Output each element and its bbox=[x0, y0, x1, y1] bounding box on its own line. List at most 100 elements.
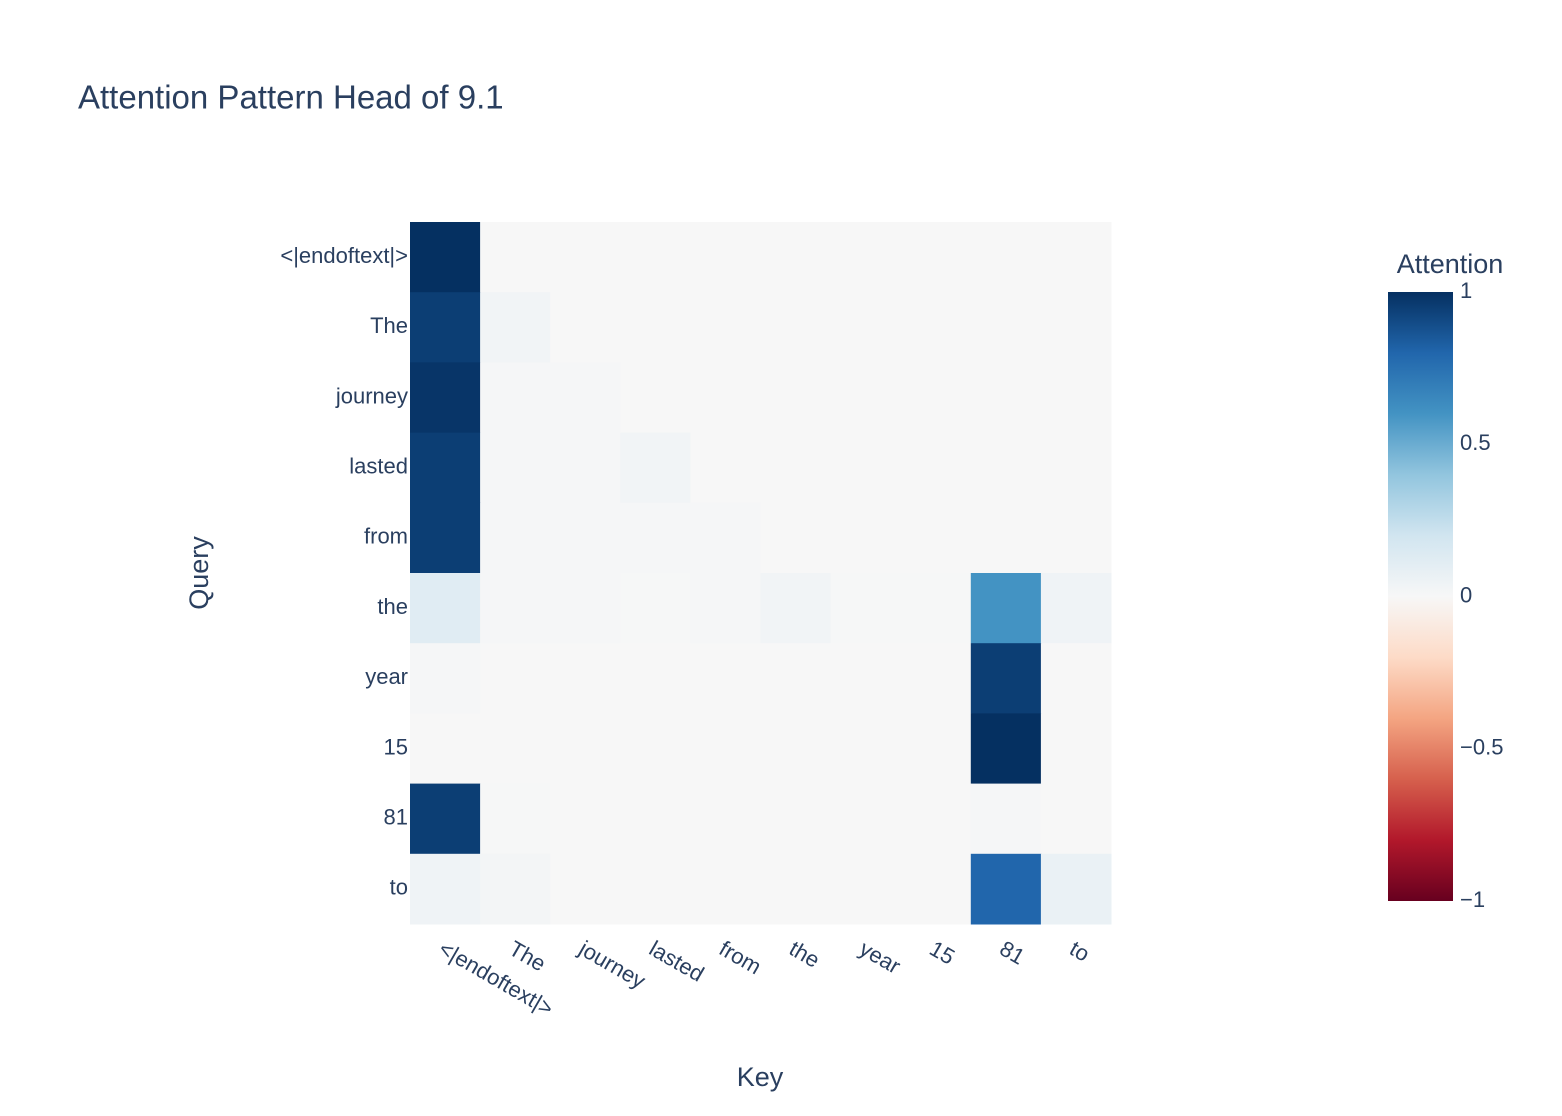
heatmap-cell bbox=[410, 783, 481, 855]
heatmap-cell bbox=[1040, 643, 1112, 714]
heatmap-cell bbox=[760, 502, 832, 574]
heatmap-cell bbox=[550, 643, 621, 714]
heatmap-cell bbox=[830, 783, 902, 855]
heatmap-cell bbox=[690, 643, 761, 714]
heatmap-cell bbox=[760, 432, 832, 504]
y-tick-label: lasted bbox=[349, 454, 408, 479]
heatmap-cell bbox=[970, 853, 1042, 925]
colorbar-tick-label: −1 bbox=[1460, 887, 1485, 912]
heatmap-cell bbox=[410, 502, 481, 574]
heatmap-cell bbox=[410, 362, 481, 434]
heatmap-cell bbox=[550, 292, 621, 363]
heatmap-cell bbox=[760, 713, 832, 785]
x-tick-label: The bbox=[505, 936, 550, 977]
y-tick-label: to bbox=[390, 875, 408, 900]
heatmap-cell bbox=[760, 222, 832, 293]
heatmap-cell bbox=[620, 853, 691, 925]
heatmap-cell bbox=[480, 502, 551, 574]
heatmap-cell bbox=[480, 713, 551, 785]
heatmap-cell bbox=[550, 783, 621, 855]
heatmap-cell bbox=[690, 222, 761, 293]
colorbar-tick-label: 1 bbox=[1460, 278, 1472, 303]
heatmap-cell bbox=[760, 853, 832, 925]
heatmap-cell bbox=[620, 713, 691, 785]
y-tick-label: The bbox=[370, 313, 408, 338]
colorbar bbox=[1388, 292, 1453, 901]
heatmap-cell bbox=[1040, 292, 1112, 363]
colorbar-tick-label: 0 bbox=[1460, 582, 1472, 607]
heatmap-cell bbox=[900, 362, 972, 434]
heatmap-cell bbox=[970, 643, 1042, 714]
heatmap-cell bbox=[760, 292, 832, 363]
heatmap-cell bbox=[1040, 573, 1112, 644]
heatmap-cell bbox=[620, 432, 691, 504]
heatmap-cell bbox=[620, 643, 691, 714]
heatmap-cell bbox=[970, 783, 1042, 855]
heatmap-cell bbox=[550, 573, 621, 644]
heatmap-cell bbox=[830, 713, 902, 785]
heatmap-cell bbox=[620, 362, 691, 434]
heatmap-cell bbox=[1040, 502, 1112, 574]
heatmap-cell bbox=[480, 853, 551, 925]
heatmap-cell bbox=[900, 783, 972, 855]
heatmap-cell bbox=[550, 362, 621, 434]
colorbar-tick-label: 0.5 bbox=[1460, 430, 1491, 455]
heatmap-cell bbox=[760, 783, 832, 855]
heatmap-cell bbox=[550, 222, 621, 293]
heatmap-cell bbox=[900, 713, 972, 785]
x-tick-label: to bbox=[1066, 936, 1094, 967]
heatmap-cell bbox=[830, 853, 902, 925]
heatmap-cell bbox=[690, 783, 761, 855]
heatmap-cell bbox=[480, 432, 551, 504]
heatmap-cell bbox=[830, 573, 902, 644]
heatmap-cell bbox=[970, 432, 1042, 504]
heatmap-cell bbox=[480, 783, 551, 855]
heatmap-cell bbox=[690, 502, 761, 574]
heatmap-cell bbox=[480, 222, 551, 293]
heatmap-cell bbox=[830, 222, 902, 293]
heatmap-cell bbox=[690, 713, 761, 785]
heatmap-cell bbox=[970, 292, 1042, 363]
heatmap-cell bbox=[690, 573, 761, 644]
colorbar-title: Attention bbox=[1397, 249, 1504, 279]
x-tick-label: 15 bbox=[925, 936, 959, 970]
heatmap-cell bbox=[620, 783, 691, 855]
heatmap-cell bbox=[900, 853, 972, 925]
heatmap-cell bbox=[410, 853, 481, 925]
heatmap-cell bbox=[410, 643, 481, 714]
heatmap-cell bbox=[830, 292, 902, 363]
heatmap-cell bbox=[1040, 713, 1112, 785]
heatmap-cell bbox=[900, 222, 972, 293]
heatmap-cell bbox=[900, 292, 972, 363]
heatmap-cell bbox=[480, 573, 551, 644]
heatmap-cell bbox=[550, 713, 621, 785]
heatmap-cell bbox=[410, 222, 481, 293]
heatmap-cell bbox=[760, 573, 832, 644]
y-axis-title: Query bbox=[184, 536, 214, 610]
heatmap-cell bbox=[970, 573, 1042, 644]
heatmap-cell bbox=[690, 853, 761, 925]
heatmap-cell bbox=[1040, 362, 1112, 434]
heatmap-cell bbox=[1040, 432, 1112, 504]
heatmap-cell bbox=[410, 573, 481, 644]
heatmap-cell bbox=[480, 292, 551, 363]
x-tick-label: year bbox=[855, 936, 905, 979]
y-tick-label: 81 bbox=[384, 805, 408, 830]
heatmap-cell bbox=[1040, 222, 1112, 293]
heatmap-cell bbox=[620, 502, 691, 574]
heatmap-cell bbox=[1040, 853, 1112, 925]
heatmap-cell bbox=[830, 502, 902, 574]
heatmap-cell bbox=[620, 573, 691, 644]
heatmap-cell bbox=[900, 573, 972, 644]
heatmap-cell bbox=[690, 362, 761, 434]
heatmap-cell bbox=[900, 643, 972, 714]
x-tick-label: from bbox=[715, 936, 766, 980]
heatmap-cell bbox=[970, 713, 1042, 785]
heatmap-cell bbox=[900, 502, 972, 574]
y-tick-label: the bbox=[377, 594, 408, 619]
heatmap-cell bbox=[480, 362, 551, 434]
heatmap-cell bbox=[620, 222, 691, 293]
x-axis-title: Key bbox=[737, 1062, 784, 1092]
y-tick-label: 15 bbox=[384, 734, 408, 759]
heatmap-cell bbox=[970, 502, 1042, 574]
